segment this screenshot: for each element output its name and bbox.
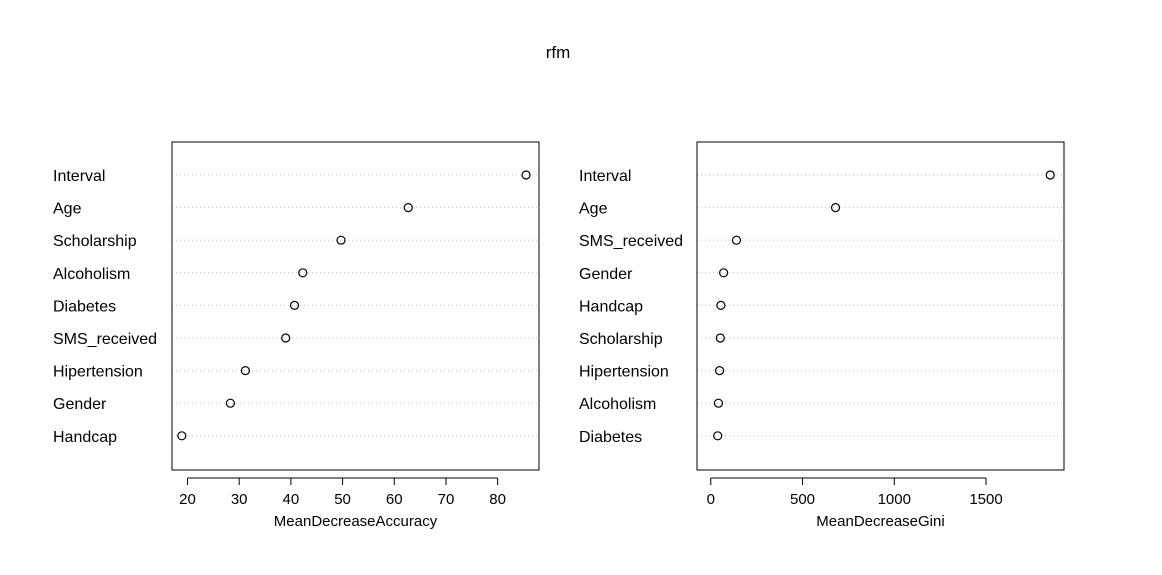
data-point [731, 235, 742, 245]
x-axis-title: MeanDecreaseGini [816, 513, 944, 530]
category-label: Hipertension [579, 364, 669, 381]
category-label: Alcoholism [579, 396, 656, 413]
data-point [1045, 170, 1055, 180]
x-tick-label: 40 [283, 491, 300, 508]
category-label: Gender [579, 266, 633, 283]
data-point [336, 235, 346, 245]
x-tick-label: 30 [231, 491, 248, 508]
category-label: Diabetes [53, 298, 116, 315]
data-point [225, 398, 236, 408]
category-label: Interval [579, 168, 631, 185]
category-label: Age [53, 201, 82, 218]
x-tick-label: 70 [438, 491, 455, 508]
x-axis-title: MeanDecreaseAccuracy [274, 513, 438, 530]
category-label: Diabetes [579, 429, 642, 446]
x-tick-label: 80 [489, 491, 506, 508]
plot-frame [171, 141, 540, 471]
x-tick-label: 1500 [969, 491, 1002, 508]
data-point [240, 366, 250, 376]
category-label: SMS_received [53, 331, 157, 348]
category-label: Gender [53, 396, 107, 413]
category-label: Alcoholism [53, 266, 130, 283]
data-point [715, 333, 725, 343]
category-label: Age [579, 201, 608, 218]
x-tick-label: 50 [334, 491, 351, 508]
data-point [713, 398, 724, 408]
x-tick-label: 1000 [878, 491, 911, 508]
data-point [177, 431, 187, 441]
data-point [403, 203, 413, 213]
panel-mean-decrease-accuracy: Interval Age Scholarship Alcoholism Diabetes… [53, 141, 540, 530]
data-point [289, 300, 300, 310]
chart-title: rfm [546, 43, 571, 62]
panel-mean-decrease-gini: Interval Age SMS_received Gender Handcap Scho… [579, 141, 1065, 530]
data-point [521, 170, 531, 180]
data-point [716, 300, 726, 310]
category-label: Hipertension [53, 364, 143, 381]
x-tick-label: 20 [179, 491, 196, 508]
category-label: SMS_received [579, 233, 683, 250]
data-point [714, 366, 725, 376]
data-point [830, 203, 841, 213]
plot-frame [696, 141, 1065, 471]
category-label: Scholarship [53, 233, 137, 250]
category-label: Handcap [579, 298, 643, 315]
data-point [298, 268, 308, 278]
data-point [281, 333, 291, 343]
data-point [713, 431, 723, 441]
x-tick-label: 60 [386, 491, 403, 508]
x-tick-label: 0 [707, 491, 715, 508]
data-point [719, 268, 729, 278]
category-label: Interval [53, 168, 105, 185]
category-label: Scholarship [579, 331, 663, 348]
category-label: Handcap [53, 429, 117, 446]
x-tick-label: 500 [790, 491, 815, 508]
